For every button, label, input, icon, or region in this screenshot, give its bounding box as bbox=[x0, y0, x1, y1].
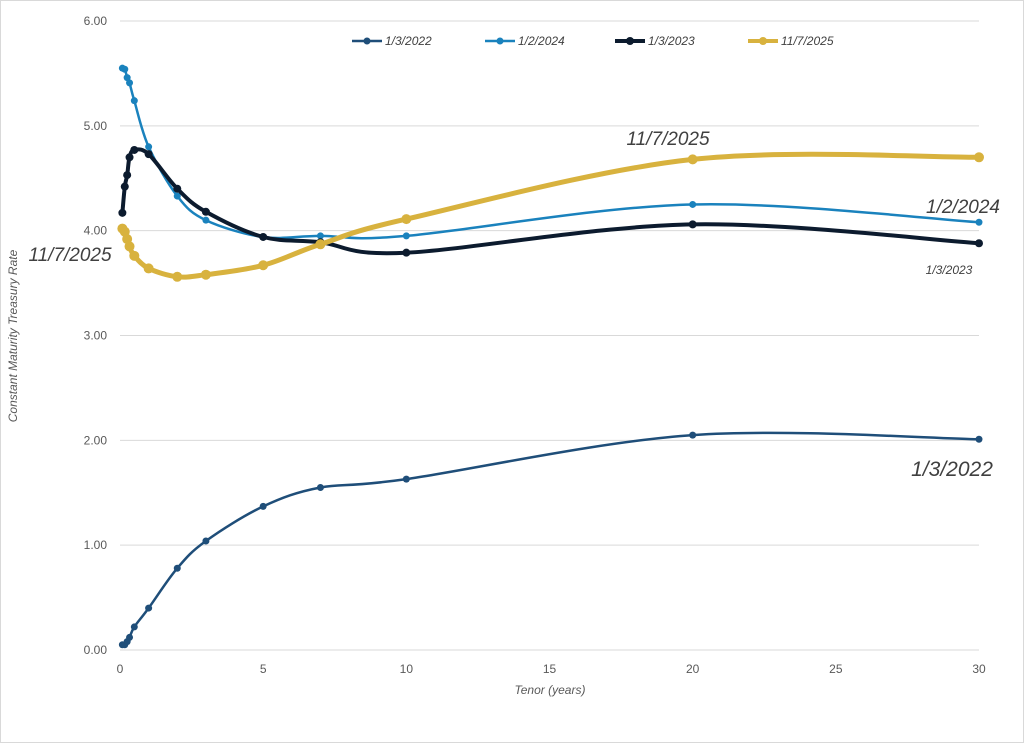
data-point bbox=[402, 232, 410, 240]
legend-label: 1/3/2022 bbox=[385, 34, 432, 48]
data-point bbox=[120, 182, 129, 191]
data-point bbox=[402, 475, 410, 483]
data-point bbox=[126, 633, 134, 641]
y-axis-title: Constant Maturity Treasury Rate bbox=[6, 249, 20, 422]
x-tick-label: 30 bbox=[972, 662, 986, 676]
y-tick-label: 2.00 bbox=[84, 433, 108, 447]
annotation-1-2-2024: 1/2/2024 bbox=[926, 197, 1000, 218]
data-point bbox=[688, 220, 697, 229]
legend-item: 1/3/2023 bbox=[615, 34, 695, 48]
series-line bbox=[121, 431, 981, 647]
legend-item: 1/2/2024 bbox=[485, 34, 565, 48]
legend-swatch-marker bbox=[759, 37, 767, 45]
data-point bbox=[123, 171, 132, 180]
data-point bbox=[689, 431, 697, 439]
legend-swatch-marker bbox=[496, 37, 504, 45]
data-point bbox=[975, 218, 983, 226]
data-point bbox=[144, 150, 153, 159]
x-tick-label: 20 bbox=[686, 662, 700, 676]
annotation-11-7-2025-top: 11/7/2025 bbox=[626, 129, 710, 150]
data-point bbox=[118, 208, 127, 217]
series-layer bbox=[117, 64, 984, 649]
data-point bbox=[315, 239, 326, 250]
data-point bbox=[202, 216, 210, 224]
legend-swatch-marker bbox=[626, 37, 634, 45]
data-point bbox=[687, 154, 698, 165]
annotation-11-7-2025-left: 11/7/2025 bbox=[28, 245, 112, 266]
series-1-3-2022 bbox=[118, 431, 983, 649]
data-point bbox=[316, 232, 324, 240]
data-point bbox=[121, 65, 129, 73]
data-point bbox=[173, 192, 181, 200]
series-line bbox=[119, 151, 982, 280]
data-point bbox=[200, 269, 211, 280]
data-point bbox=[173, 184, 182, 193]
series-line bbox=[120, 147, 981, 256]
data-point bbox=[258, 260, 269, 271]
data-point bbox=[124, 241, 135, 252]
series-11-7-2025 bbox=[117, 151, 984, 282]
y-tick-label: 5.00 bbox=[84, 119, 108, 133]
y-tick-label: 1.00 bbox=[84, 538, 108, 552]
gridlines: 0.00 1.00 2.00 3.00 4.00 5.00 6.00 0 5 10 15 20 25 30 bbox=[84, 14, 986, 676]
data-point bbox=[401, 214, 412, 225]
y-tick-label: 6.00 bbox=[84, 14, 108, 28]
legend-item: 1/3/2022 bbox=[352, 34, 432, 48]
data-point bbox=[259, 232, 268, 241]
data-point bbox=[125, 153, 134, 162]
x-tick-label: 10 bbox=[400, 662, 414, 676]
data-point bbox=[689, 200, 697, 208]
annotation-1-3-2023: 1/3/2023 bbox=[926, 263, 973, 277]
data-point bbox=[975, 239, 983, 248]
data-point bbox=[130, 145, 139, 154]
legend-label: 1/3/2023 bbox=[648, 34, 695, 48]
data-point bbox=[975, 435, 983, 443]
data-point bbox=[123, 74, 131, 82]
x-axis-title: Tenor (years) bbox=[515, 683, 586, 697]
data-point bbox=[130, 97, 138, 105]
data-point bbox=[145, 143, 153, 151]
data-point bbox=[143, 263, 154, 274]
legend: 1/3/2022 1/2/2024 1/3/2023 11/7/2025 bbox=[352, 34, 834, 48]
y-tick-label: 0.00 bbox=[84, 643, 108, 657]
data-point bbox=[201, 207, 210, 216]
x-tick-label: 25 bbox=[829, 662, 843, 676]
data-point bbox=[259, 502, 267, 510]
legend-label: 1/2/2024 bbox=[518, 34, 565, 48]
axes: Tenor (years) Constant Maturity Treasury… bbox=[6, 249, 585, 697]
data-point bbox=[130, 623, 138, 631]
data-point bbox=[173, 564, 181, 572]
data-point bbox=[202, 537, 210, 545]
x-tick-label: 15 bbox=[543, 662, 557, 676]
series-1-3-2023 bbox=[118, 145, 983, 257]
y-tick-label: 3.00 bbox=[84, 329, 108, 343]
x-tick-label: 5 bbox=[260, 662, 267, 676]
data-point bbox=[126, 79, 134, 87]
data-point bbox=[974, 152, 984, 163]
legend-item: 11/7/2025 bbox=[748, 34, 834, 48]
data-point bbox=[129, 250, 140, 261]
data-point bbox=[316, 484, 324, 492]
data-point bbox=[402, 248, 411, 257]
annotation-1-3-2022: 1/3/2022 bbox=[911, 458, 993, 481]
legend-label: 11/7/2025 bbox=[781, 34, 834, 48]
legend-swatch-marker bbox=[363, 37, 371, 45]
annotation-layer: 11/7/2025 1/2/2024 1/3/2023 1/3/2022 11/… bbox=[28, 129, 1000, 481]
y-tick-label: 4.00 bbox=[84, 224, 108, 238]
data-point bbox=[145, 604, 153, 612]
x-tick-label: 0 bbox=[117, 662, 124, 676]
data-point bbox=[172, 271, 183, 282]
